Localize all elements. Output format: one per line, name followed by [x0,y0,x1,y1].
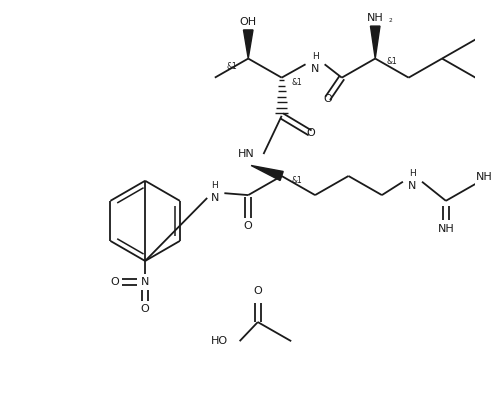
Text: H: H [312,52,319,61]
Text: &1: &1 [226,62,237,71]
Polygon shape [251,165,283,180]
Text: N: N [408,180,416,191]
Text: NH: NH [437,225,454,234]
Text: &1: &1 [291,78,302,87]
Text: N: N [141,277,149,287]
Text: O: O [141,304,150,314]
Polygon shape [370,26,380,59]
Text: $_2$: $_2$ [388,16,393,25]
Text: O: O [244,221,252,230]
Text: HO: HO [211,336,228,346]
Text: H: H [211,181,218,190]
Text: &1: &1 [291,176,302,185]
Text: N: N [211,193,219,203]
Text: O: O [306,128,315,138]
Text: N: N [311,64,319,74]
Text: NH: NH [476,172,493,182]
Text: O: O [253,286,262,296]
Text: O: O [323,94,332,104]
Text: &1: &1 [387,57,398,66]
Text: O: O [110,277,119,287]
Text: OH: OH [240,17,257,27]
Polygon shape [244,30,253,59]
Text: NH: NH [367,13,384,24]
Text: HN: HN [238,149,254,159]
Text: H: H [409,169,416,178]
